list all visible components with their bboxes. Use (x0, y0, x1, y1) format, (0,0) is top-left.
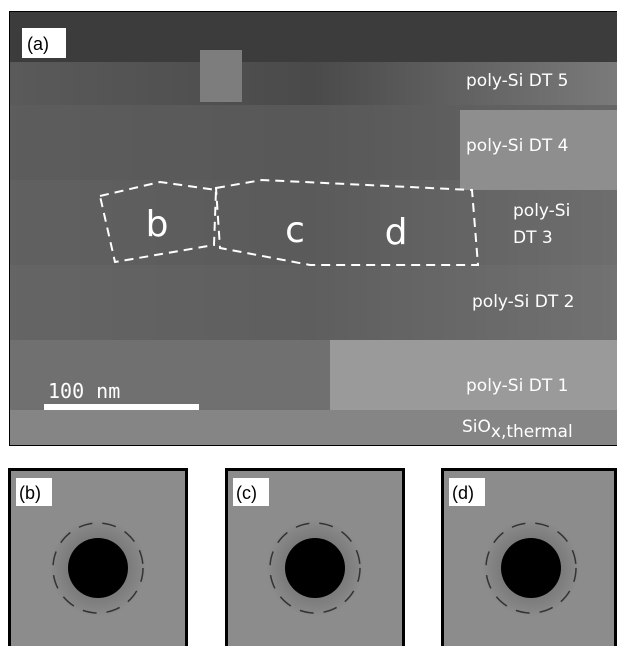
ring (52, 522, 144, 614)
layer-label: poly-Si (513, 201, 570, 221)
beam-stop (501, 538, 561, 598)
ring (269, 522, 361, 614)
oxide-label: SiOx,thermal (462, 417, 573, 442)
layer-label: poly-Si DT 2 (472, 292, 574, 312)
panel-label: (c) (236, 483, 257, 503)
label-box (16, 478, 52, 506)
region-label: d (385, 212, 408, 253)
panel-label: (b) (19, 483, 41, 503)
scale-bar-label: 100 nm (48, 379, 120, 403)
beam-stop (285, 538, 345, 598)
region-outline (98, 180, 218, 264)
label-box (22, 28, 66, 58)
layer-label: poly-Si DT 4 (466, 136, 568, 156)
grain (330, 340, 617, 410)
oxide-sub: x,thermal (491, 422, 573, 442)
beam-stop (68, 538, 128, 598)
regions (98, 178, 480, 266)
layer-label: poly-Si DT 1 (466, 376, 568, 396)
layer-label: DT 3 (513, 228, 553, 248)
panel-label: (d) (452, 483, 474, 503)
ring (485, 522, 577, 614)
scale-bar (44, 404, 199, 410)
layer-band (10, 410, 617, 445)
label-box (233, 478, 269, 506)
layer-band (10, 265, 617, 340)
layer-band (10, 12, 617, 62)
grain (200, 50, 242, 102)
oxide-main: SiO (462, 417, 491, 437)
grain (460, 110, 617, 190)
region-label: b (146, 204, 169, 245)
region-outline (214, 178, 480, 266)
diffraction-panels: (b) (c) (d) (8, 468, 617, 646)
label-box (449, 478, 485, 506)
layer-label: poly-Si DT 5 (466, 71, 568, 91)
region-label: c (285, 210, 305, 251)
layer-band (10, 180, 617, 265)
panel-a: (a) poly-Si DT 5 poly-Si DT 4 poly-Si DT… (9, 11, 617, 446)
panel-label: (a) (27, 34, 49, 54)
